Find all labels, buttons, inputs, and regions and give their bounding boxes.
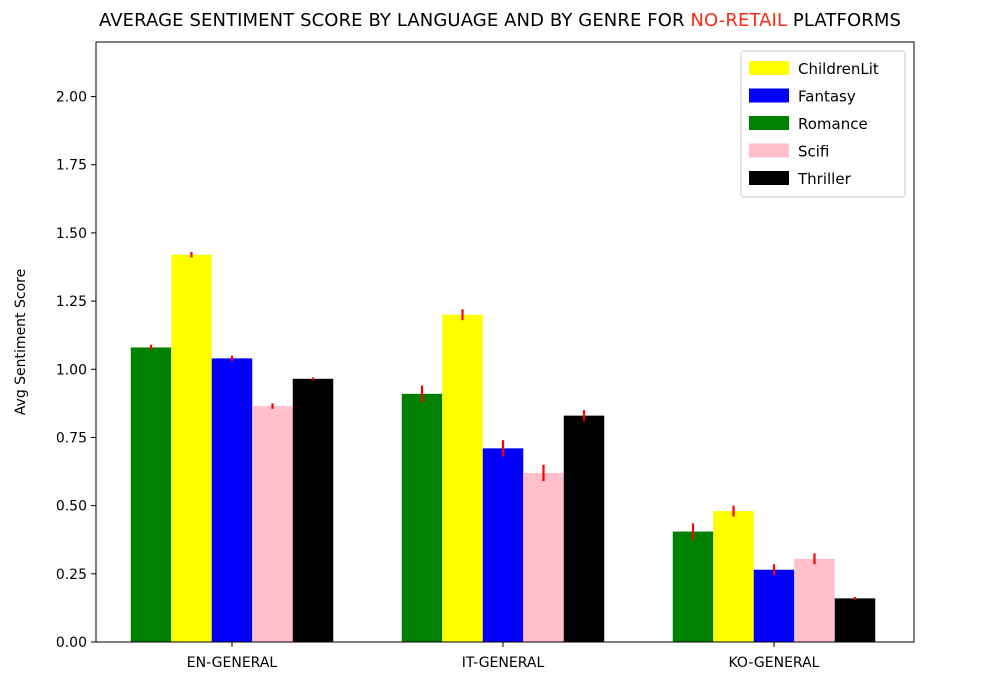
bars-layer xyxy=(130,254,876,642)
y-tick-label: 0.75 xyxy=(56,430,87,446)
legend-box xyxy=(740,50,906,198)
error-bars-layer xyxy=(149,252,857,600)
legend-swatch-romance xyxy=(749,116,789,130)
x-tick-label: KO-GENERAL xyxy=(729,655,820,671)
x-tick-label: EN-GENERAL xyxy=(187,655,278,671)
y-tick-label: 2.00 xyxy=(56,90,87,106)
bar-en-general-scifi xyxy=(252,406,293,642)
legend-swatch-fantasy xyxy=(749,88,789,103)
bar-ko-general-childrenlit xyxy=(713,511,754,642)
chart-title-prefix: AVERAGE SENTIMENT SCORE BY LANGUAGE AND … xyxy=(98,10,691,31)
bar-en-general-childrenlit xyxy=(171,254,212,642)
bar-ko-general-thriller xyxy=(834,598,876,642)
bar-ko-general-romance xyxy=(672,531,714,642)
plot-frame xyxy=(95,41,915,643)
y-tick-label: 1.00 xyxy=(56,362,87,378)
legend: ChildrenLit Fantasy Romance Scifi Thriller xyxy=(740,50,906,198)
y-tick-label: 0.25 xyxy=(56,567,87,583)
bar-it-general-fantasy xyxy=(482,448,524,642)
legend-label-scifi: Scifi xyxy=(798,143,829,161)
y-tick-label: 1.75 xyxy=(56,158,87,174)
bar-ko-general-fantasy xyxy=(753,569,795,642)
y-axis: 0.00 0.25 0.50 0.75 1.00 1.25 1.50 1.75 2.00 xyxy=(56,90,96,651)
legend-label-fantasy: Fantasy xyxy=(798,88,856,106)
bar-it-general-romance xyxy=(401,393,443,642)
bar-it-general-childrenlit xyxy=(442,314,483,642)
legend-label-romance: Romance xyxy=(798,115,868,133)
y-tick-label: 0.50 xyxy=(56,499,87,515)
x-tick-label: IT-GENERAL xyxy=(462,655,545,671)
x-axis: EN-GENERAL IT-GENERAL KO-GENERAL xyxy=(187,642,820,671)
legend-swatch-scifi xyxy=(749,143,789,158)
bar-en-general-fantasy xyxy=(211,358,253,642)
chart-title: AVERAGE SENTIMENT SCORE BY LANGUAGE AND … xyxy=(0,10,1000,31)
bar-en-general-thriller xyxy=(292,378,334,642)
chart-title-highlight: NO-RETAIL xyxy=(690,10,788,31)
bar-en-general-romance xyxy=(130,347,172,642)
legend-label-thriller: Thriller xyxy=(797,170,852,188)
legend-swatch-childrenlit xyxy=(749,61,789,75)
bar-it-general-thriller xyxy=(563,415,605,642)
legend-label-childrenlit: ChildrenLit xyxy=(798,60,879,78)
y-tick-label: 1.25 xyxy=(56,294,87,310)
y-tick-label: 0.00 xyxy=(56,635,87,651)
bar-it-general-scifi xyxy=(523,472,564,642)
bar-ko-general-scifi xyxy=(794,558,835,642)
chart-title-suffix: PLATFORMS xyxy=(787,10,902,31)
legend-swatch-thriller xyxy=(749,171,789,185)
y-tick-label: 1.50 xyxy=(56,226,87,242)
y-axis-label: Avg Sentiment Score xyxy=(13,269,29,415)
